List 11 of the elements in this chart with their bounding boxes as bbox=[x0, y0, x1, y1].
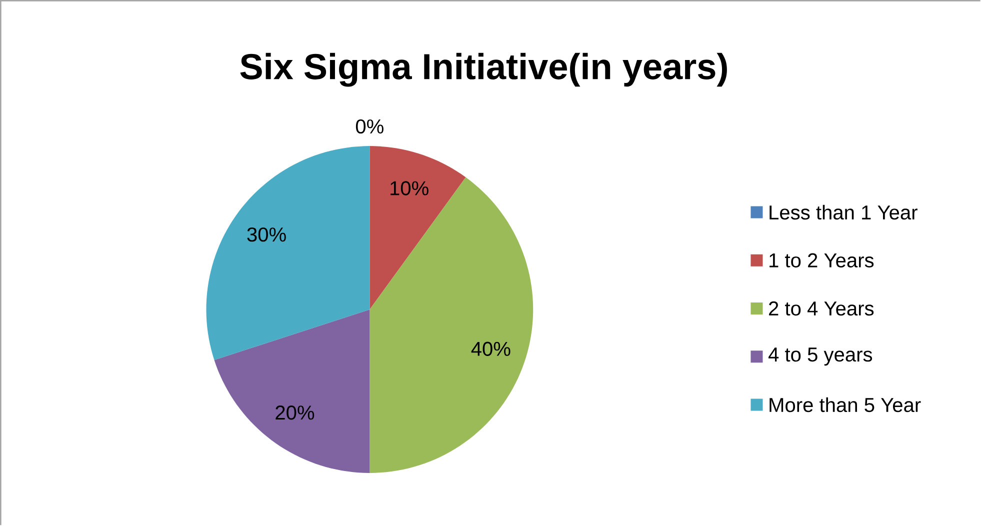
chart-title: Six Sigma Initiative(in years) bbox=[240, 53, 727, 87]
legend-label: 2 to 4 Years bbox=[769, 302, 874, 316]
data-label: 20% bbox=[276, 406, 314, 420]
data-label: 40% bbox=[471, 342, 510, 356]
data-label: 30% bbox=[247, 228, 286, 242]
legend-label: More than 5 Year bbox=[770, 398, 921, 412]
legend-label: 1 to 2 Years bbox=[770, 253, 874, 268]
legend-label: Less than 1 Year bbox=[770, 204, 918, 220]
legend-label: 4 to 5 years bbox=[768, 348, 872, 366]
data-label: 10% bbox=[390, 181, 428, 196]
text: 0% bbox=[356, 119, 384, 134]
